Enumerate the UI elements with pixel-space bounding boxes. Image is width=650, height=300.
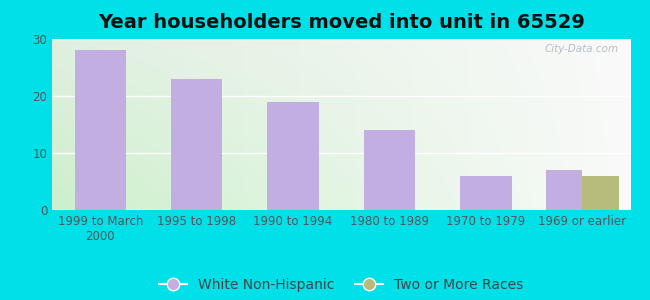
Bar: [545, 170, 582, 210]
Bar: [75, 50, 126, 210]
Bar: [171, 79, 222, 210]
Legend: White Non-Hispanic, Two or More Races: White Non-Hispanic, Two or More Races: [153, 272, 529, 297]
Bar: [460, 176, 512, 210]
Title: Year householders moved into unit in 65529: Year householders moved into unit in 655…: [98, 13, 585, 32]
Bar: [267, 102, 318, 210]
Bar: [582, 176, 619, 210]
Text: City-Data.com: City-Data.com: [545, 44, 619, 54]
Bar: [364, 130, 415, 210]
